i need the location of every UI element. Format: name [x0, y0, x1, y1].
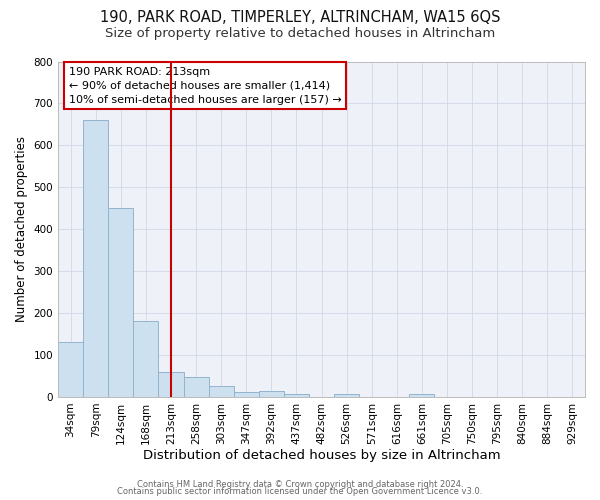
Y-axis label: Number of detached properties: Number of detached properties	[15, 136, 28, 322]
Bar	[83, 120, 108, 397]
Bar	[334, 394, 359, 397]
Text: 190 PARK ROAD: 213sqm
← 90% of detached houses are smaller (1,414)
10% of semi-d: 190 PARK ROAD: 213sqm ← 90% of detached …	[68, 66, 341, 104]
Bar	[284, 394, 309, 397]
Bar	[158, 372, 184, 397]
Text: 190, PARK ROAD, TIMPERLEY, ALTRINCHAM, WA15 6QS: 190, PARK ROAD, TIMPERLEY, ALTRINCHAM, W…	[100, 10, 500, 25]
Bar	[58, 342, 83, 397]
Bar	[233, 392, 259, 397]
Text: Contains HM Land Registry data © Crown copyright and database right 2024.: Contains HM Land Registry data © Crown c…	[137, 480, 463, 489]
Text: Contains public sector information licensed under the Open Government Licence v3: Contains public sector information licen…	[118, 487, 482, 496]
Text: Size of property relative to detached houses in Altrincham: Size of property relative to detached ho…	[105, 28, 495, 40]
Bar	[209, 386, 233, 397]
X-axis label: Distribution of detached houses by size in Altrincham: Distribution of detached houses by size …	[143, 450, 500, 462]
Bar	[108, 208, 133, 397]
Bar	[184, 377, 209, 397]
Bar	[409, 394, 434, 397]
Bar	[259, 391, 284, 397]
Bar	[133, 320, 158, 397]
